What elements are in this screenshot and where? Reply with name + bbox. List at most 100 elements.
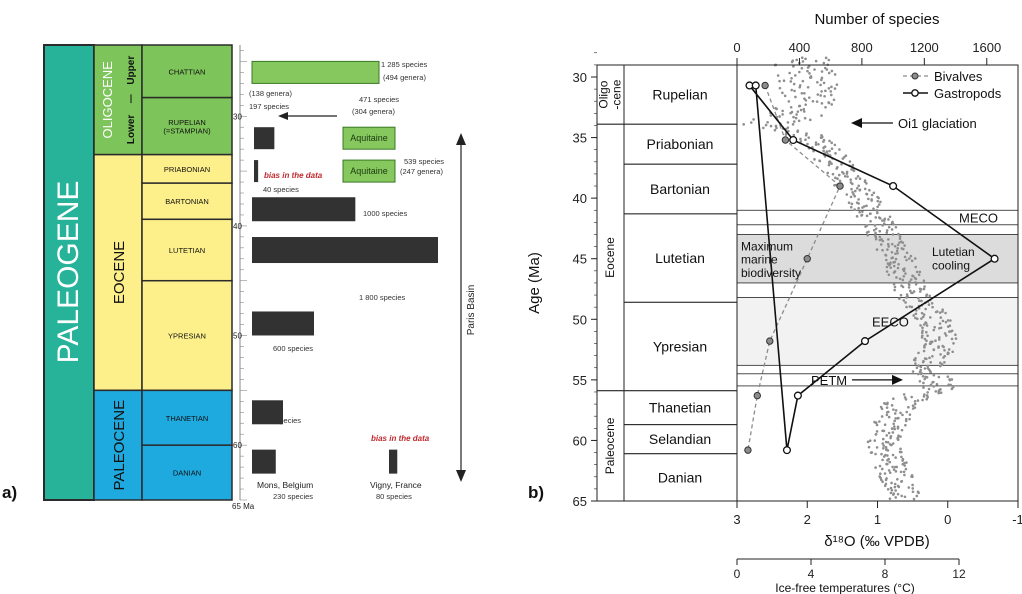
bivalves-point (781, 136, 790, 144)
isotope-point (800, 56, 804, 60)
isotope-point (894, 225, 898, 229)
age-tick-label: 30 (573, 70, 587, 85)
isotope-point (787, 129, 790, 133)
isotope-point (911, 404, 915, 408)
bivalves-point (761, 81, 769, 90)
bar-label: Mons, Belgium (257, 480, 313, 490)
isotope-point (926, 334, 929, 338)
species-bars: Aquitaine Aquitaine 1 285 species (494 gene… (249, 60, 444, 501)
bar-label: 1 285 species (381, 60, 428, 69)
epoch-columns: OLIGOCENE EOCENE PALEOCENE Upper Lower (93, 44, 143, 501)
isotope-point (778, 86, 782, 90)
epoch-cell (93, 153, 143, 392)
isotope-point (818, 159, 822, 163)
isotope-point (894, 496, 898, 499)
stage-label: THANETIAN (166, 414, 209, 423)
isotope-point (892, 408, 895, 411)
isotope-point (910, 395, 914, 399)
isotope-point (798, 104, 802, 108)
isotope-point (896, 251, 899, 255)
isotope-point (831, 172, 835, 176)
isotope-point (893, 425, 896, 428)
isotope-point (932, 348, 936, 351)
isotope-point (910, 305, 914, 309)
isotope-point (858, 177, 862, 180)
stage-label: Danian (658, 469, 702, 485)
isotope-point (886, 459, 889, 462)
isotope-point (789, 111, 792, 115)
isotope-point (840, 162, 843, 166)
isotope-point (869, 451, 873, 454)
epoch-label: EOCENE (111, 241, 128, 304)
isotope-point (903, 396, 907, 399)
stage-cell (141, 153, 233, 184)
isotope-point (922, 313, 926, 316)
isotope-point (921, 360, 925, 364)
isotope-point (830, 85, 833, 89)
isotope-point (793, 89, 796, 93)
isotope-point (917, 273, 921, 277)
isotope-point (938, 361, 942, 365)
isotope-point (893, 427, 896, 431)
stratigraphy-columns: Oligo-cene Eocene Paleocene Rupelian Priabon… (596, 64, 738, 502)
isotope-point (858, 210, 861, 214)
isotope-point (937, 346, 940, 349)
isotope-point (792, 65, 795, 68)
isotope-point (905, 258, 908, 262)
bivalves-point (803, 255, 811, 263)
isotope-point (893, 288, 896, 292)
isotope-point (898, 235, 902, 238)
isotope-point (874, 216, 878, 219)
gastropods-point (793, 391, 802, 400)
bar-label: Vigny, France (370, 480, 422, 490)
age-tick-label: 65 Ma (232, 502, 255, 511)
isotope-point (938, 336, 941, 339)
isotope-point (924, 321, 928, 325)
isotope-point (892, 223, 895, 226)
max-bio-label-line: Maximum (741, 240, 793, 254)
isotope-point (793, 74, 797, 77)
isotope-point (792, 115, 795, 119)
isotope-point (950, 337, 954, 341)
species-bar (389, 449, 398, 474)
isotope-point (850, 202, 854, 206)
bivalves-point (744, 446, 752, 454)
isotope-point (886, 454, 889, 457)
isotope-point (892, 264, 896, 268)
epoch-cell (93, 44, 143, 156)
isotope-point (891, 453, 895, 457)
temp-tick-label: 12 (952, 567, 966, 581)
isotope-point (898, 237, 902, 240)
isotope-point (903, 495, 907, 499)
isotope-point (929, 361, 933, 364)
isotope-point (883, 472, 887, 475)
delta-tick-label: 3 (733, 512, 740, 527)
isotope-point (937, 338, 941, 341)
isotope-point (923, 367, 927, 370)
max-bio-label-line: biodiversity (741, 266, 801, 280)
delta-tick-label: -1 (1012, 512, 1022, 527)
isotope-point (875, 248, 879, 251)
isotope-point (878, 229, 882, 233)
temp-tick-label: 0 (734, 567, 741, 581)
isotope-point (881, 442, 885, 445)
isotope-point (816, 93, 820, 96)
isotope-point (883, 219, 886, 222)
species-tick-label: 1600 (972, 40, 1001, 55)
isotope-point (836, 177, 839, 181)
isotope-point (802, 107, 806, 111)
isotope-point (938, 311, 942, 314)
stage-cell (623, 213, 738, 303)
paris-basin-label: Paris Basin (466, 285, 477, 336)
bivalves-point (836, 182, 844, 190)
isotope-point (790, 76, 793, 80)
age-scale: 30 40 50 60 65 Ma (232, 45, 255, 511)
isotope-point (895, 465, 899, 469)
gastropods-point (889, 181, 898, 191)
bar-label: (138 genera) (249, 89, 292, 98)
isotope-point (929, 383, 933, 387)
stage-cell (141, 389, 233, 446)
isotope-point (867, 197, 870, 201)
isotope-point (925, 324, 929, 327)
isotope-point (796, 110, 800, 113)
